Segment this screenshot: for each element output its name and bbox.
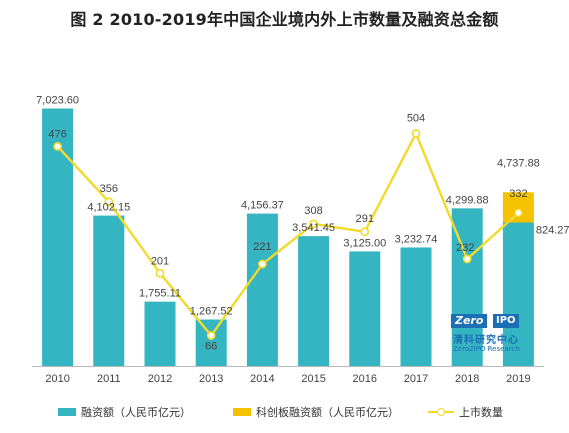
legend-label-financing: 融资额（人民币亿元） [81, 406, 191, 419]
bar-financing-2016 [349, 251, 381, 366]
bar-financing-2011 [93, 215, 125, 366]
legend-item-financing: 融资额（人民币亿元） [58, 404, 191, 420]
label-listings-2017: 504 [407, 113, 425, 125]
point-listings-2010 [53, 142, 62, 151]
x-tick-label-2019: 2019 [506, 373, 530, 385]
logo-chinese-text: 清科研究中心 [453, 335, 519, 346]
x-tick-label-2015: 2015 [301, 373, 325, 385]
point-listings-2019 [514, 208, 523, 218]
x-tick-label-2013: 2013 [199, 373, 223, 385]
bar-star-market-2019 [502, 192, 534, 223]
x-tick-label-2018: 2018 [455, 373, 479, 385]
label-total-2019: 4,737.88 [497, 157, 540, 169]
label-financing-2010: 7,023.60 [36, 94, 79, 106]
label-financing-2018: 4,299.88 [446, 194, 489, 206]
bar-financing-2019 [502, 222, 534, 366]
x-tick-label-2012: 2012 [148, 373, 172, 385]
chart-area: 2010 2011 2012 2013 2014 2015 2016 2017 2018 2019… [32, 94, 569, 385]
x-tick-label-2016: 2016 [353, 373, 377, 385]
label-listings-2018: 232 [456, 242, 474, 254]
label-financing-2012: 1,755.11 [139, 288, 181, 300]
point-listings-2012 [155, 268, 165, 278]
label-financing-2014: 4,156.37 [241, 200, 284, 212]
label-listings-2016: 291 [356, 213, 374, 225]
logo-english-text: Zero2IPO Research [453, 345, 520, 353]
legend-item-listings: 上市数量 [428, 404, 503, 420]
legend-label-listings: 上市数量 [459, 406, 503, 419]
line-listings [56, 130, 520, 338]
point-listings-2013 [206, 331, 216, 340]
legend-item-star-market: 科创板融资额（人民币亿元） [233, 404, 399, 420]
bar-financing-2015 [298, 236, 330, 366]
label-listings-2010: 476 [48, 128, 66, 140]
label-financing-2011: 4,102.15 [87, 202, 130, 214]
point-listings-2017 [411, 129, 421, 138]
legend-label-star-market: 科创板融资额（人民币亿元） [256, 406, 399, 419]
x-tick-label-2010: 2010 [45, 373, 69, 385]
legend-swatch-financing [58, 408, 76, 416]
legend-swatch-listings [428, 407, 454, 417]
point-listings-2018 [462, 254, 472, 264]
label-financing-2017: 3,232.74 [395, 233, 438, 245]
x-tick-label-2011: 2011 [97, 373, 121, 385]
x-tick-label-2017: 2017 [404, 373, 428, 385]
label-financing-2016: 3,125.00 [343, 237, 386, 249]
zero2ipo-logo: Zero IPO 清科研究中心 Zero2IPO Research [451, 314, 521, 360]
label-listings-2013: 66 [205, 341, 217, 353]
x-tick-label-2014: 2014 [250, 373, 274, 385]
point-listings-2014 [257, 259, 267, 269]
label-financing-2015: 3,541.45 [292, 222, 335, 234]
chart-legend: 融资额（人民币亿元） 科创板融资额（人民币亿元） 上市数量 [0, 404, 569, 424]
label-financing-2013: 1,267.52 [190, 306, 233, 318]
bar-financing-2014 [246, 213, 278, 366]
logo-ipo-text: IPO [493, 314, 519, 328]
bar-financing-2010 [42, 108, 74, 366]
label-listings-2015: 308 [304, 205, 322, 217]
label-listings-2011: 356 [100, 183, 118, 195]
logo-zero-text: Zero [451, 314, 488, 328]
label-star-market-2019: 824.27 [536, 224, 569, 236]
point-listings-2016 [360, 227, 370, 237]
label-listings-2014: 221 [253, 241, 271, 253]
point-listings-2015 [309, 219, 318, 229]
label-listings-2012: 201 [151, 255, 169, 267]
point-listings-2011 [104, 197, 114, 207]
legend-swatch-star-market [233, 408, 251, 416]
bar-financing-2017 [400, 247, 432, 366]
bar-financing-2013 [195, 319, 227, 366]
chart-title: 图 2 2010-2019年中国企业境内外上市数量及融资总金额 [70, 10, 499, 29]
label-listings-2019: 332 [509, 188, 527, 200]
bar-financing-2012 [144, 301, 176, 366]
